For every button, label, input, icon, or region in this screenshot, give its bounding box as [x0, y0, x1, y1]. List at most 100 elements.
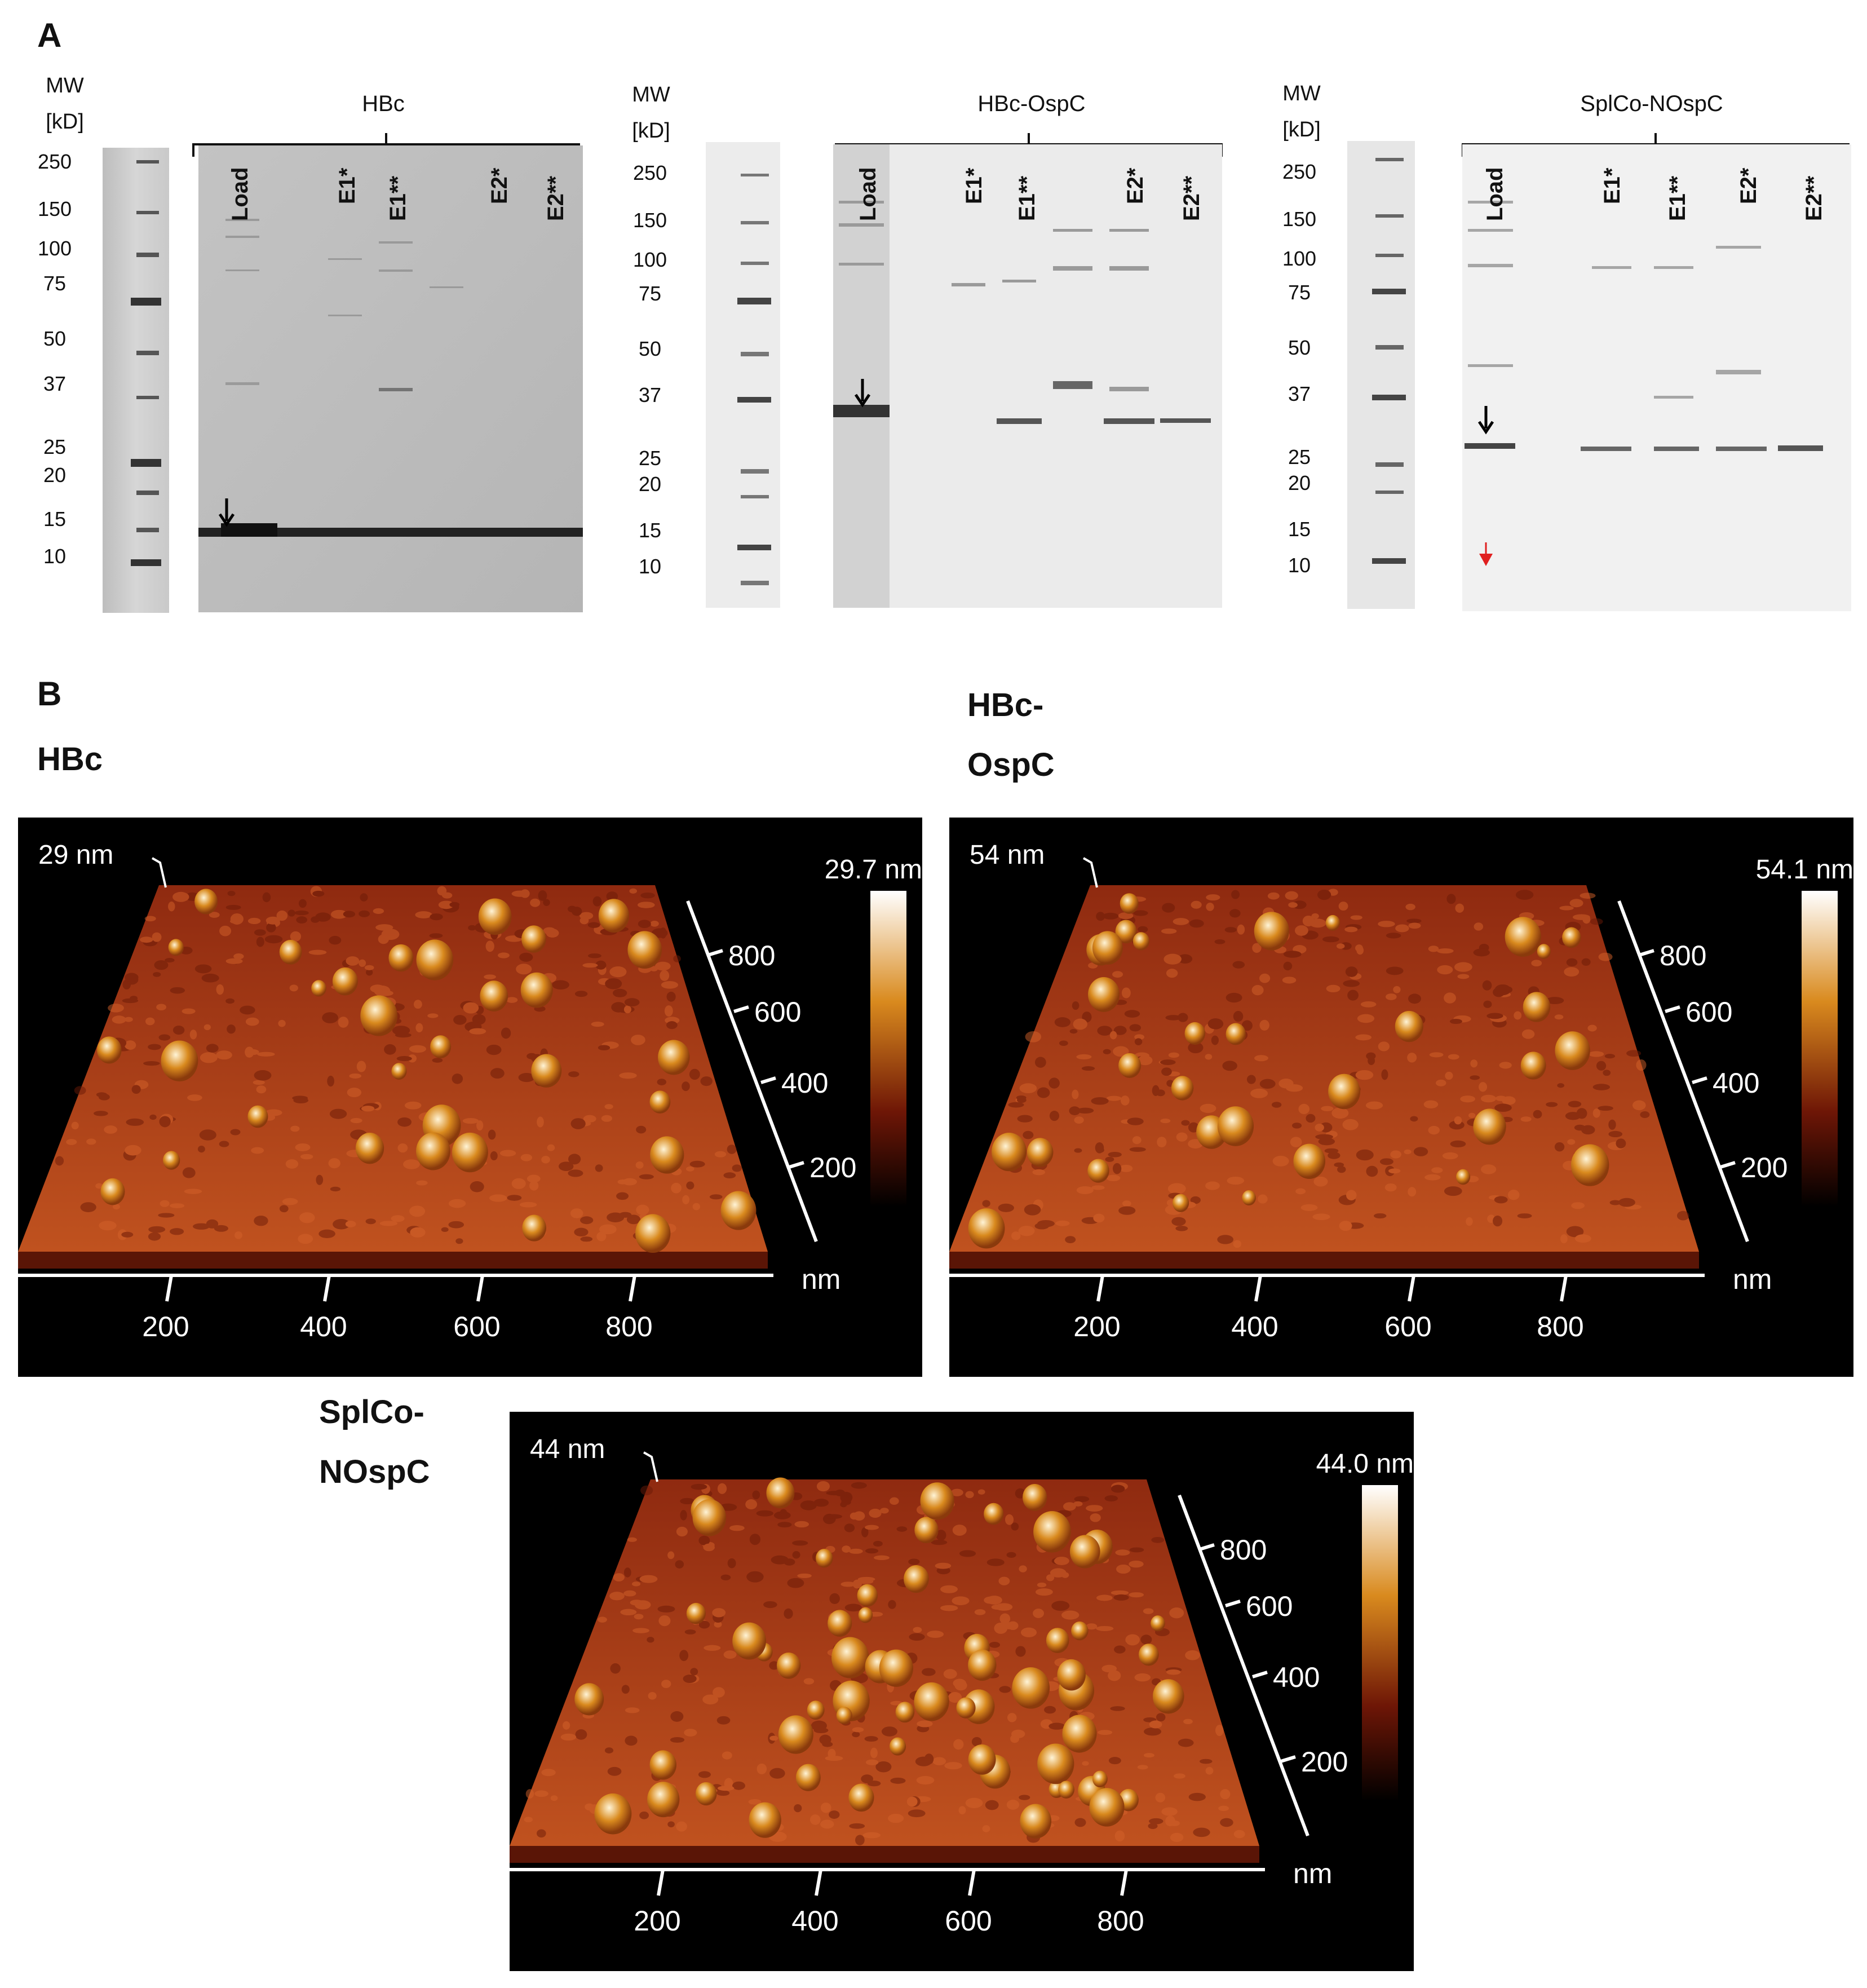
y-axis-tick	[1280, 1755, 1296, 1763]
mw-tick: 50	[638, 337, 662, 360]
afm-image-hbc-ospc: 54 nm 200 400 600 800 nm 800 600 400 200 54.1 nm	[949, 818, 1853, 1377]
y-axis-tick	[760, 1076, 776, 1084]
mw-tick: 10	[1288, 554, 1311, 577]
z-height-label: 29 nm	[38, 840, 113, 870]
lane-label: E2**	[543, 175, 568, 221]
mw-label: MW	[1282, 82, 1321, 105]
afm-title-line: NOspC	[319, 1454, 430, 1490]
mw-tick: 15	[1288, 518, 1311, 541]
afm-image-hbc: 29 nm 200 400 600 800 nm 800 600 400 200 29.7 nm	[18, 818, 922, 1377]
mw-tick: 20	[638, 472, 662, 496]
afm-particles	[96, 889, 756, 1253]
afm-image-splco-nospc: 44 nm 200 400 600 800 nm 800 600 400 200 44.0 nm	[510, 1412, 1414, 1971]
lane-label: E1*	[1600, 167, 1625, 205]
mw-tick: 50	[1288, 336, 1311, 359]
mw-tick: 100	[1282, 247, 1317, 270]
mw-ladder	[706, 142, 780, 608]
lane-label: E1*	[962, 167, 986, 205]
y-axis-tick-label: 200	[809, 1152, 856, 1183]
afm-title-line: HBc	[37, 741, 103, 777]
afm-surface-edge	[18, 1252, 768, 1269]
mw-tick: 50	[43, 327, 67, 350]
y-axis-tick-label: 600	[1246, 1591, 1293, 1622]
afm-surface	[949, 885, 1699, 1252]
mw-header: MW [kD]	[1276, 76, 1327, 148]
x-axis-tick	[1560, 1275, 1568, 1302]
mw-tick: 20	[43, 463, 67, 487]
color-scale-bar	[1362, 1485, 1398, 1801]
x-axis-tick-label: 800	[605, 1311, 652, 1342]
x-axis-tick-label: 400	[300, 1311, 347, 1342]
lane-label: E1**	[386, 175, 410, 221]
gel-image	[198, 145, 583, 612]
y-axis-line	[1617, 900, 1749, 1243]
lane-label: E1*	[335, 167, 360, 205]
mw-tick: 15	[638, 519, 662, 542]
red-arrow-icon	[1479, 542, 1493, 566]
x-axis-tick-label: 800	[1097, 1905, 1144, 1937]
y-axis-tick	[1639, 949, 1654, 957]
kd-label: [kD]	[1282, 118, 1321, 142]
mw-tick: 20	[1288, 471, 1311, 494]
lane-label: E2*	[1123, 167, 1148, 205]
x-axis-tick	[657, 1869, 665, 1896]
x-axis-tick	[323, 1275, 331, 1302]
y-axis-tick	[1692, 1076, 1707, 1084]
kd-label: [kD]	[632, 119, 670, 143]
x-axis-tick-label: 200	[1073, 1311, 1120, 1342]
mw-tick: 37	[1288, 382, 1311, 405]
afm-title-line: HBc-	[967, 687, 1044, 723]
y-axis-tick	[733, 1005, 749, 1013]
mw-tick: 75	[638, 282, 662, 305]
x-axis-unit: nm	[1293, 1858, 1332, 1889]
mw-header: MW [kD]	[39, 68, 90, 140]
arrow-icon	[1477, 406, 1494, 435]
afm-texture	[524, 1481, 1245, 1845]
y-axis-tick-label: 600	[1685, 996, 1732, 1028]
x-axis-tick-label: 400	[1231, 1311, 1278, 1342]
mw-tick: 15	[43, 507, 67, 531]
color-scale-bar	[870, 891, 906, 1207]
x-axis-tick-label: 800	[1537, 1311, 1583, 1342]
y-axis-tick-label: 600	[754, 996, 801, 1028]
y-axis-line	[1178, 1494, 1309, 1837]
mw-tick: 25	[638, 447, 662, 470]
mw-tick: 25	[1288, 445, 1311, 469]
afm-title-line: SplCo-	[319, 1394, 424, 1430]
x-axis-tick	[476, 1275, 484, 1302]
x-axis-tick-label: 200	[634, 1905, 680, 1937]
lane-label: E1**	[1665, 175, 1690, 221]
gel-title: HBc-OspC	[977, 91, 1086, 116]
afm-title-hbc-ospc: HBc- OspC	[967, 675, 1055, 795]
mw-tick: 100	[37, 237, 72, 260]
y-axis-tick-label: 200	[1741, 1152, 1788, 1183]
afm-particles	[968, 893, 1609, 1249]
gel-image	[1462, 144, 1851, 611]
afm-title-line: OspC	[967, 746, 1055, 783]
lane-label: E2*	[1736, 167, 1761, 205]
mw-tick: 250	[37, 150, 72, 173]
afm-surface-edge	[510, 1846, 1259, 1863]
mw-tick: 100	[632, 248, 667, 271]
x-axis-tick	[1254, 1275, 1262, 1302]
y-axis-tick	[707, 949, 723, 957]
y-axis-tick-label: 800	[1220, 1534, 1267, 1566]
x-axis-unit: nm	[1733, 1264, 1772, 1295]
y-axis-tick-label: 400	[781, 1067, 828, 1099]
arrow-icon	[218, 498, 235, 527]
mw-tick: 150	[37, 197, 72, 220]
panel-b-label: B	[37, 675, 62, 713]
gel-title: SplCo-NOspC	[1580, 91, 1723, 116]
mw-tick: 250	[632, 161, 667, 184]
mw-tick: 37	[43, 372, 67, 395]
x-axis-tick-label: 400	[791, 1905, 838, 1937]
y-axis-tick-label: 400	[1713, 1067, 1759, 1099]
mw-tick: 25	[43, 435, 67, 458]
mw-header: MW [kD]	[626, 77, 676, 149]
z-axis-tick	[643, 1451, 658, 1482]
mw-tick: 75	[1288, 281, 1311, 304]
x-axis-tick	[1096, 1275, 1104, 1302]
y-axis-tick-label: 200	[1301, 1746, 1348, 1778]
color-scale-max-label: 54.1 nm	[1756, 855, 1853, 885]
mw-tick: 10	[43, 545, 67, 568]
